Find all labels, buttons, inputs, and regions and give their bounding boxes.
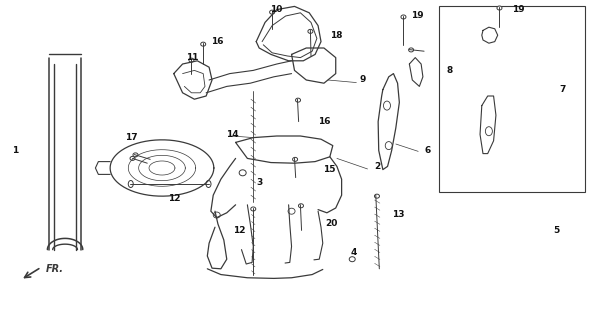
Ellipse shape: [485, 127, 492, 136]
Text: 15: 15: [323, 165, 335, 174]
Ellipse shape: [497, 6, 502, 10]
Ellipse shape: [383, 101, 391, 110]
Text: 2: 2: [374, 162, 380, 171]
Ellipse shape: [251, 207, 256, 211]
Ellipse shape: [206, 180, 211, 188]
Ellipse shape: [409, 48, 413, 52]
Ellipse shape: [375, 194, 379, 198]
Text: FR.: FR.: [46, 264, 64, 274]
Text: 4: 4: [350, 248, 357, 257]
Text: 12: 12: [233, 226, 245, 235]
Text: 17: 17: [125, 133, 137, 142]
Text: 16: 16: [211, 37, 223, 46]
Text: 18: 18: [330, 31, 342, 40]
Text: 16: 16: [318, 117, 330, 126]
Ellipse shape: [308, 29, 313, 33]
Ellipse shape: [213, 212, 220, 218]
Text: 20: 20: [326, 220, 338, 228]
Ellipse shape: [133, 153, 138, 157]
Text: 5: 5: [554, 226, 560, 235]
Text: 11: 11: [186, 53, 198, 62]
Text: 8: 8: [446, 66, 453, 75]
Ellipse shape: [201, 42, 206, 46]
Text: 7: 7: [560, 85, 566, 94]
Ellipse shape: [401, 15, 406, 19]
Text: 3: 3: [256, 178, 263, 187]
Ellipse shape: [385, 141, 392, 149]
Ellipse shape: [189, 58, 194, 62]
Text: 12: 12: [168, 194, 180, 203]
Text: 14: 14: [226, 130, 238, 139]
Text: 1: 1: [12, 146, 18, 155]
Text: 19: 19: [411, 12, 423, 20]
Ellipse shape: [293, 157, 297, 161]
Ellipse shape: [288, 208, 295, 214]
Text: 6: 6: [424, 146, 431, 155]
Ellipse shape: [130, 156, 135, 160]
Bar: [439, 6, 585, 192]
Ellipse shape: [128, 180, 133, 188]
Ellipse shape: [296, 98, 300, 102]
Ellipse shape: [349, 257, 355, 262]
Text: 9: 9: [359, 76, 366, 84]
Ellipse shape: [299, 204, 303, 208]
Ellipse shape: [270, 10, 274, 14]
Ellipse shape: [239, 170, 246, 176]
Text: 19: 19: [512, 5, 525, 14]
Text: 10: 10: [270, 5, 282, 14]
Text: 13: 13: [392, 210, 404, 219]
